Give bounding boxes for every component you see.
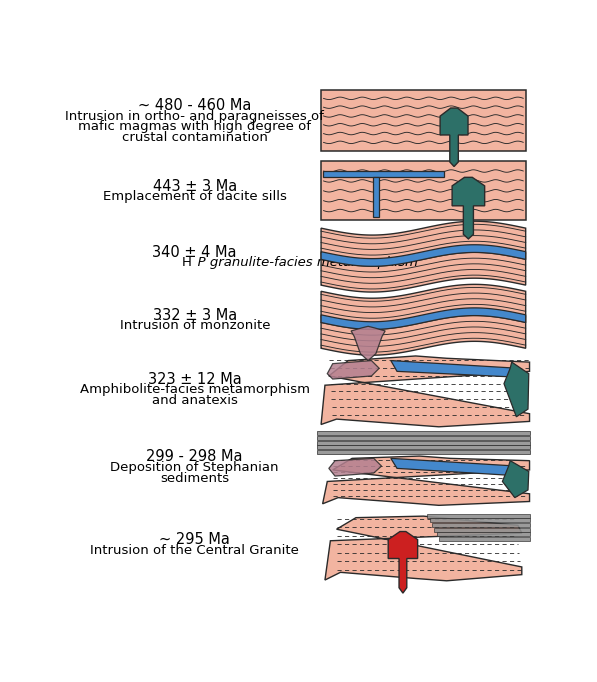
Polygon shape — [373, 177, 380, 217]
Text: ~ 295 Ma: ~ 295 Ma — [159, 533, 230, 548]
Polygon shape — [452, 177, 485, 239]
Polygon shape — [388, 531, 418, 593]
Text: Intrusion of monzonite: Intrusion of monzonite — [119, 319, 270, 332]
Text: mafic magmas with high degree of: mafic magmas with high degree of — [78, 121, 311, 134]
Polygon shape — [325, 516, 522, 581]
Polygon shape — [430, 518, 530, 522]
Text: Intrusion in ortho- and paragneisses of: Intrusion in ortho- and paragneisses of — [65, 110, 324, 123]
Polygon shape — [504, 362, 529, 417]
Text: crustal contamination: crustal contamination — [122, 131, 267, 144]
Polygon shape — [440, 108, 468, 166]
Polygon shape — [432, 523, 530, 527]
Polygon shape — [391, 361, 524, 378]
Polygon shape — [391, 458, 522, 476]
Text: 443 ± 3 Ma: 443 ± 3 Ma — [153, 179, 237, 194]
Polygon shape — [317, 436, 530, 440]
Text: H: H — [182, 256, 195, 269]
Polygon shape — [317, 441, 530, 445]
Text: ~ 480 - 460 Ma: ~ 480 - 460 Ma — [138, 98, 251, 113]
Polygon shape — [321, 245, 526, 266]
Polygon shape — [503, 460, 529, 498]
Text: Emplacement of dacite sills: Emplacement of dacite sills — [103, 190, 287, 203]
Text: 299 - 298 Ma: 299 - 298 Ma — [146, 449, 243, 464]
Polygon shape — [321, 89, 526, 151]
Text: sediments: sediments — [160, 472, 229, 485]
Polygon shape — [321, 284, 526, 355]
Polygon shape — [427, 514, 530, 518]
Polygon shape — [317, 445, 530, 449]
Polygon shape — [351, 326, 385, 361]
Polygon shape — [321, 308, 526, 329]
Text: Amphibolite-facies metamorphism: Amphibolite-facies metamorphism — [80, 383, 310, 396]
Polygon shape — [435, 528, 530, 531]
Polygon shape — [327, 361, 379, 379]
Text: 332 ± 3 Ma: 332 ± 3 Ma — [153, 308, 237, 323]
Polygon shape — [321, 221, 526, 292]
Text: 340 ± 4 Ma: 340 ± 4 Ma — [152, 245, 237, 260]
Polygon shape — [317, 450, 530, 454]
Polygon shape — [329, 458, 381, 476]
Text: Deposition of Stephanian: Deposition of Stephanian — [110, 461, 279, 474]
Polygon shape — [439, 537, 530, 541]
Polygon shape — [321, 161, 526, 220]
Text: Intrusion of the Central Granite: Intrusion of the Central Granite — [90, 544, 299, 557]
Polygon shape — [321, 356, 530, 427]
Text: P granulite-facies metamorphism: P granulite-facies metamorphism — [195, 256, 418, 269]
Text: and anatexis: and anatexis — [152, 394, 238, 407]
Polygon shape — [322, 456, 530, 505]
Polygon shape — [437, 532, 530, 536]
Text: 323 ± 12 Ma: 323 ± 12 Ma — [148, 372, 242, 387]
Polygon shape — [322, 171, 444, 177]
Polygon shape — [317, 432, 530, 435]
